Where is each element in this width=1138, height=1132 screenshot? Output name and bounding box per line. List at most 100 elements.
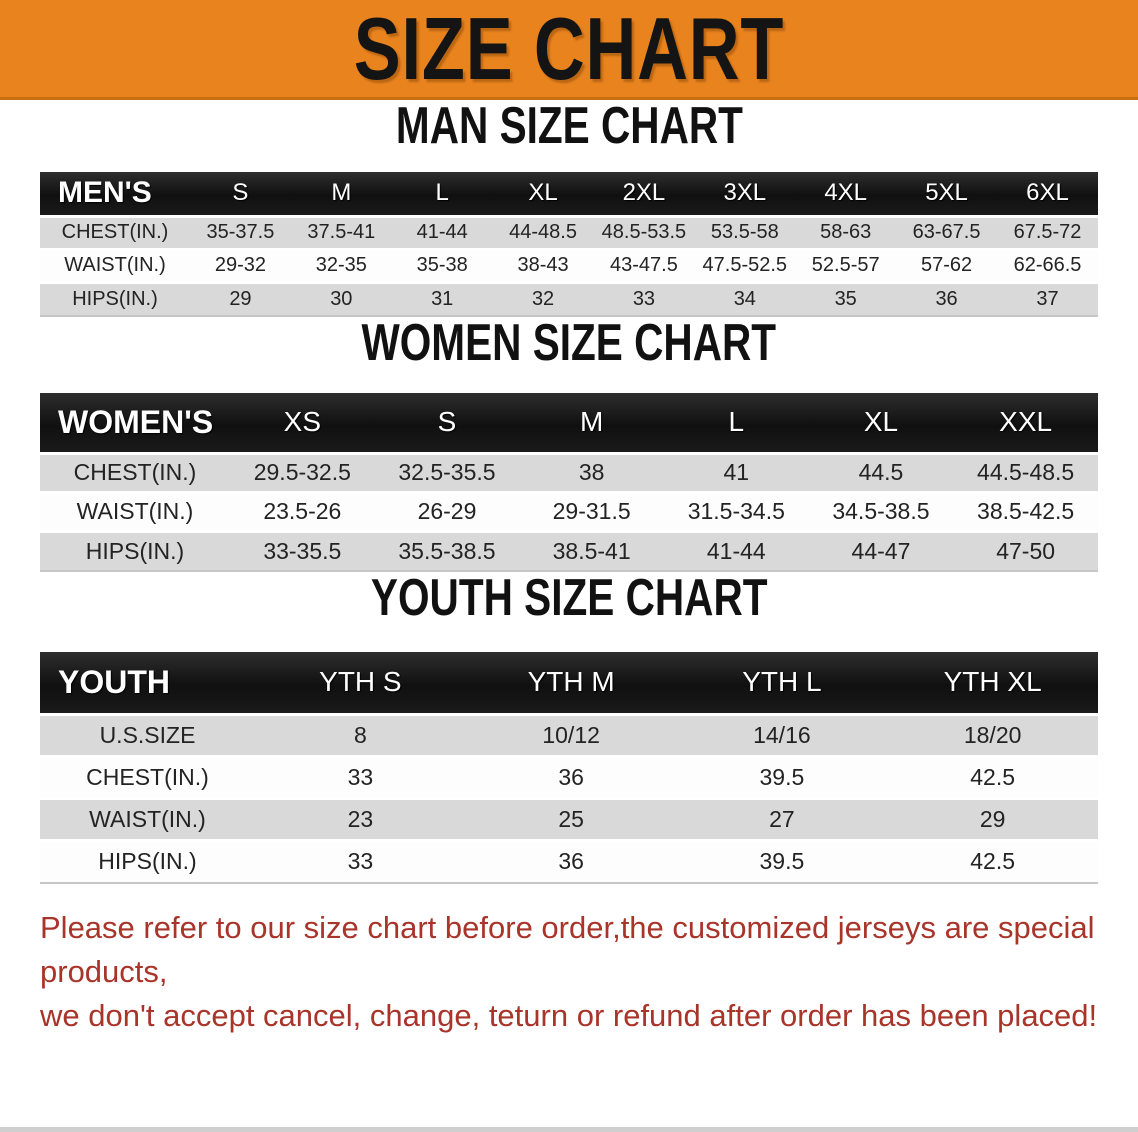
youth-waist-row: WAIST(IN.) 23 25 27 29 bbox=[40, 796, 1098, 840]
mens-col-header: 2XL bbox=[593, 172, 695, 216]
bottom-divider bbox=[0, 1127, 1138, 1132]
cell: 37.5-41 bbox=[290, 214, 392, 249]
disclaimer-text: Please refer to our size chart before or… bbox=[40, 906, 1110, 1038]
youth-hips-row: HIPS(IN.) 33 36 39.5 42.5 bbox=[40, 838, 1098, 882]
row-label: WAIST(IN.) bbox=[40, 796, 255, 840]
mens-chest-row: CHEST(IN.) 35-37.5 37.5-41 41-44 44-48.5… bbox=[40, 214, 1098, 249]
women-section-heading: WOMEN SIZE CHART bbox=[361, 314, 777, 372]
youth-col-header: YTH XL bbox=[887, 652, 1098, 714]
cell: 42.5 bbox=[887, 754, 1098, 798]
cell: 36 bbox=[896, 280, 997, 315]
womens-corner-label: WOMEN'S bbox=[40, 393, 230, 453]
mens-col-header: 6XL bbox=[997, 172, 1098, 216]
row-label: CHEST(IN.) bbox=[40, 754, 255, 798]
cell: 31 bbox=[391, 280, 493, 315]
cell: 48.5-53.5 bbox=[593, 214, 695, 249]
cell: 10/12 bbox=[465, 712, 677, 756]
womens-header-row: WOMEN'S XS S M L XL XXL bbox=[40, 393, 1098, 453]
womens-waist-row: WAIST(IN.) 23.5-26 26-29 29-31.5 31.5-34… bbox=[40, 490, 1098, 531]
cell: 30 bbox=[290, 280, 392, 315]
cell: 44.5-48.5 bbox=[953, 451, 1098, 492]
cell: 41-44 bbox=[391, 214, 493, 249]
cell: 38.5-42.5 bbox=[953, 490, 1098, 531]
womens-hips-row: HIPS(IN.) 33-35.5 35.5-38.5 38.5-41 41-4… bbox=[40, 529, 1098, 570]
mens-col-header: S bbox=[190, 172, 291, 216]
cell: 32.5-35.5 bbox=[374, 451, 520, 492]
cell: 23 bbox=[255, 796, 466, 840]
cell: 57-62 bbox=[896, 247, 997, 282]
cell: 29 bbox=[190, 280, 291, 315]
womens-col-header: S bbox=[374, 393, 520, 453]
cell: 32 bbox=[492, 280, 594, 315]
mens-col-header: 3XL bbox=[694, 172, 796, 216]
cell: 39.5 bbox=[676, 838, 888, 882]
cell: 44.5 bbox=[808, 451, 954, 492]
youth-col-header: YTH S bbox=[255, 652, 466, 714]
cell: 35.5-38.5 bbox=[374, 529, 520, 570]
mens-col-header: M bbox=[290, 172, 392, 216]
cell: 35-38 bbox=[391, 247, 493, 282]
cell: 36 bbox=[465, 754, 677, 798]
cell: 52.5-57 bbox=[795, 247, 897, 282]
cell: 8 bbox=[255, 712, 466, 756]
disclaimer-line-1: Please refer to our size chart before or… bbox=[40, 910, 1095, 990]
cell: 42.5 bbox=[887, 838, 1098, 882]
cell: 62-66.5 bbox=[997, 247, 1098, 282]
row-label: HIPS(IN.) bbox=[40, 529, 230, 570]
row-label: HIPS(IN.) bbox=[40, 280, 190, 315]
cell: 32-35 bbox=[290, 247, 392, 282]
youth-chest-row: CHEST(IN.) 33 36 39.5 42.5 bbox=[40, 754, 1098, 798]
cell: 27 bbox=[676, 796, 888, 840]
cell: 38-43 bbox=[492, 247, 594, 282]
cell: 29-32 bbox=[190, 247, 291, 282]
cell: 18/20 bbox=[887, 712, 1098, 756]
cell: 14/16 bbox=[676, 712, 888, 756]
womens-col-header: M bbox=[519, 393, 664, 453]
youth-corner-label: YOUTH bbox=[40, 652, 255, 714]
cell: 39.5 bbox=[676, 754, 888, 798]
cell: 58-63 bbox=[795, 214, 897, 249]
men-section-heading: MAN SIZE CHART bbox=[395, 97, 743, 155]
mens-col-header: 4XL bbox=[795, 172, 897, 216]
cell: 29 bbox=[887, 796, 1098, 840]
row-label: CHEST(IN.) bbox=[40, 451, 230, 492]
cell: 33-35.5 bbox=[230, 529, 375, 570]
mens-corner-label: MEN'S bbox=[40, 172, 190, 216]
mens-size-table-wrap: MEN'S S M L XL 2XL 3XL 4XL 5XL 6XL CHEST… bbox=[40, 172, 1098, 317]
youth-size-table: YOUTH YTH S YTH M YTH L YTH XL U.S.SIZE … bbox=[40, 652, 1098, 882]
mens-col-header: 5XL bbox=[896, 172, 997, 216]
cell: 36 bbox=[465, 838, 677, 882]
row-label: HIPS(IN.) bbox=[40, 838, 255, 882]
cell: 34 bbox=[694, 280, 796, 315]
cell: 44-48.5 bbox=[492, 214, 594, 249]
cell: 29-31.5 bbox=[519, 490, 664, 531]
cell: 41 bbox=[663, 451, 809, 492]
size-chart-banner: SIZE CHART bbox=[0, 0, 1138, 100]
mens-col-header: L bbox=[391, 172, 493, 216]
row-label: U.S.SIZE bbox=[40, 712, 255, 756]
womens-size-table-wrap: WOMEN'S XS S M L XL XXL CHEST(IN.) 29.5-… bbox=[40, 393, 1098, 572]
cell: 31.5-34.5 bbox=[663, 490, 809, 531]
cell: 35 bbox=[795, 280, 897, 315]
womens-chest-row: CHEST(IN.) 29.5-32.5 32.5-35.5 38 41 44.… bbox=[40, 451, 1098, 492]
youth-ussize-row: U.S.SIZE 8 10/12 14/16 18/20 bbox=[40, 712, 1098, 756]
row-label: WAIST(IN.) bbox=[40, 490, 230, 531]
cell: 38.5-41 bbox=[519, 529, 664, 570]
row-label: CHEST(IN.) bbox=[40, 214, 190, 249]
banner-title: SIZE CHART bbox=[353, 0, 785, 98]
mens-size-table: MEN'S S M L XL 2XL 3XL 4XL 5XL 6XL CHEST… bbox=[40, 172, 1098, 315]
youth-section-heading: YOUTH SIZE CHART bbox=[370, 569, 768, 627]
cell: 29.5-32.5 bbox=[230, 451, 375, 492]
cell: 38 bbox=[519, 451, 664, 492]
womens-col-header: L bbox=[663, 393, 809, 453]
cell: 67.5-72 bbox=[997, 214, 1098, 249]
cell: 63-67.5 bbox=[896, 214, 997, 249]
youth-col-header: YTH M bbox=[465, 652, 677, 714]
youth-header-row: YOUTH YTH S YTH M YTH L YTH XL bbox=[40, 652, 1098, 714]
cell: 37 bbox=[997, 280, 1098, 315]
mens-waist-row: WAIST(IN.) 29-32 32-35 35-38 38-43 43-47… bbox=[40, 247, 1098, 282]
cell: 47.5-52.5 bbox=[694, 247, 796, 282]
cell: 23.5-26 bbox=[230, 490, 375, 531]
youth-size-table-wrap: YOUTH YTH S YTH M YTH L YTH XL U.S.SIZE … bbox=[40, 652, 1098, 884]
cell: 47-50 bbox=[953, 529, 1098, 570]
